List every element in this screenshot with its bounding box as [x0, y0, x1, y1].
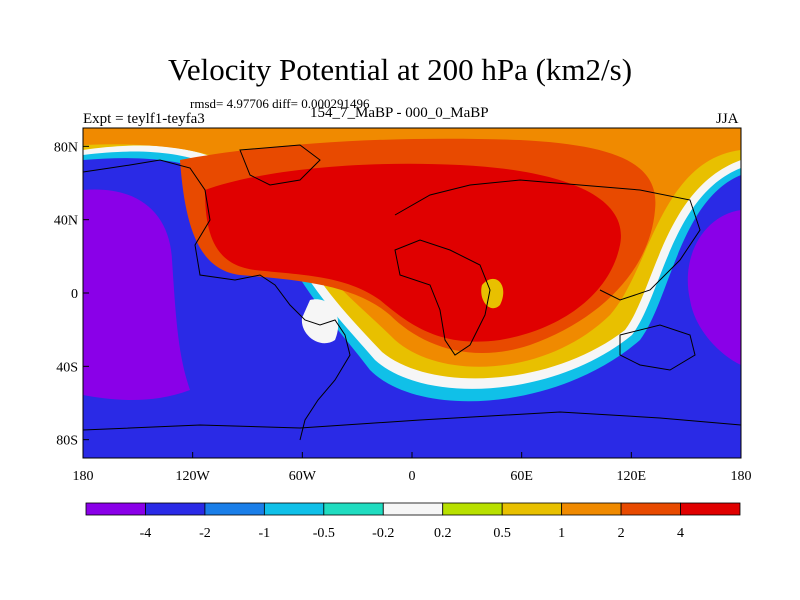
colorbar-label: -2 [199, 526, 211, 541]
colorbar-label: -0.5 [313, 526, 335, 541]
experiment-label: Expt = teylf1-teyfa3 [83, 111, 205, 127]
period-label: 154_7_MaBP - 000_0_MaBP [310, 105, 489, 121]
coast-africa [394, 239, 491, 356]
colorbar-swatch [263, 502, 325, 516]
season-label: JJA [716, 111, 739, 127]
coastlines [83, 144, 741, 441]
chart-title: Velocity Potential at 200 hPa (km2/s) [167, 52, 633, 87]
colorbar-swatch [442, 502, 503, 516]
colorbar-swatch [382, 502, 444, 516]
x-axis: 180 120W 60W 0 60E 120E 180 [73, 452, 752, 484]
colorbar-label: -1 [259, 526, 271, 541]
colorbar-label: 0.5 [493, 526, 511, 541]
purple-region-pacific [83, 189, 190, 400]
colorbar-swatch [85, 502, 146, 516]
colorbar-label: -0.2 [372, 526, 394, 541]
colorbar-swatch [680, 502, 741, 516]
colorbar-swatch [620, 502, 681, 516]
x-tick-label: 120W [176, 469, 211, 484]
coast-antarctica [83, 411, 741, 431]
contour-field [83, 128, 741, 458]
colorbar: -4 -2 -1 -0.5 -0.2 0.2 0.5 1 2 4 [85, 502, 741, 541]
colorbar-label: 2 [618, 526, 625, 541]
stats-label: rmsd= 4.97706 diff= 0.000291496 [190, 96, 370, 111]
colorbar-swatch [145, 502, 206, 516]
y-tick-label: 80N [54, 140, 78, 155]
colorbar-label: -4 [140, 526, 152, 541]
y-tick-label: 80S [56, 434, 78, 449]
coast-greenland [239, 144, 321, 186]
x-tick-label: 0 [409, 469, 416, 484]
coast-australia [619, 324, 696, 371]
coast-eurasia [394, 179, 701, 301]
colorbar-swatch [561, 502, 622, 516]
yellow-patch [481, 278, 504, 309]
colorbar-swatch [501, 502, 563, 516]
white-patch [301, 299, 339, 344]
x-tick-label: 180 [73, 469, 94, 484]
x-tick-label: 60E [510, 469, 533, 484]
purple-region-east [687, 210, 741, 365]
y-tick-label: 40N [54, 214, 78, 229]
x-tick-label: 180 [731, 469, 752, 484]
band-red [205, 163, 621, 342]
colorbar-label: 0.2 [434, 526, 452, 541]
colorbar-label: 1 [558, 526, 565, 541]
colorbar-swatch [323, 502, 384, 516]
x-tick-label: 120E [617, 469, 647, 484]
y-tick-label: 0 [71, 287, 78, 302]
colorbar-swatch [204, 502, 265, 516]
colorbar-label: 4 [677, 526, 684, 541]
coast-americas-outline [83, 159, 351, 441]
y-axis: 80N 40N 0 40S 80S [54, 140, 89, 449]
y-tick-label: 40S [56, 360, 78, 375]
x-tick-label: 60W [289, 469, 317, 484]
